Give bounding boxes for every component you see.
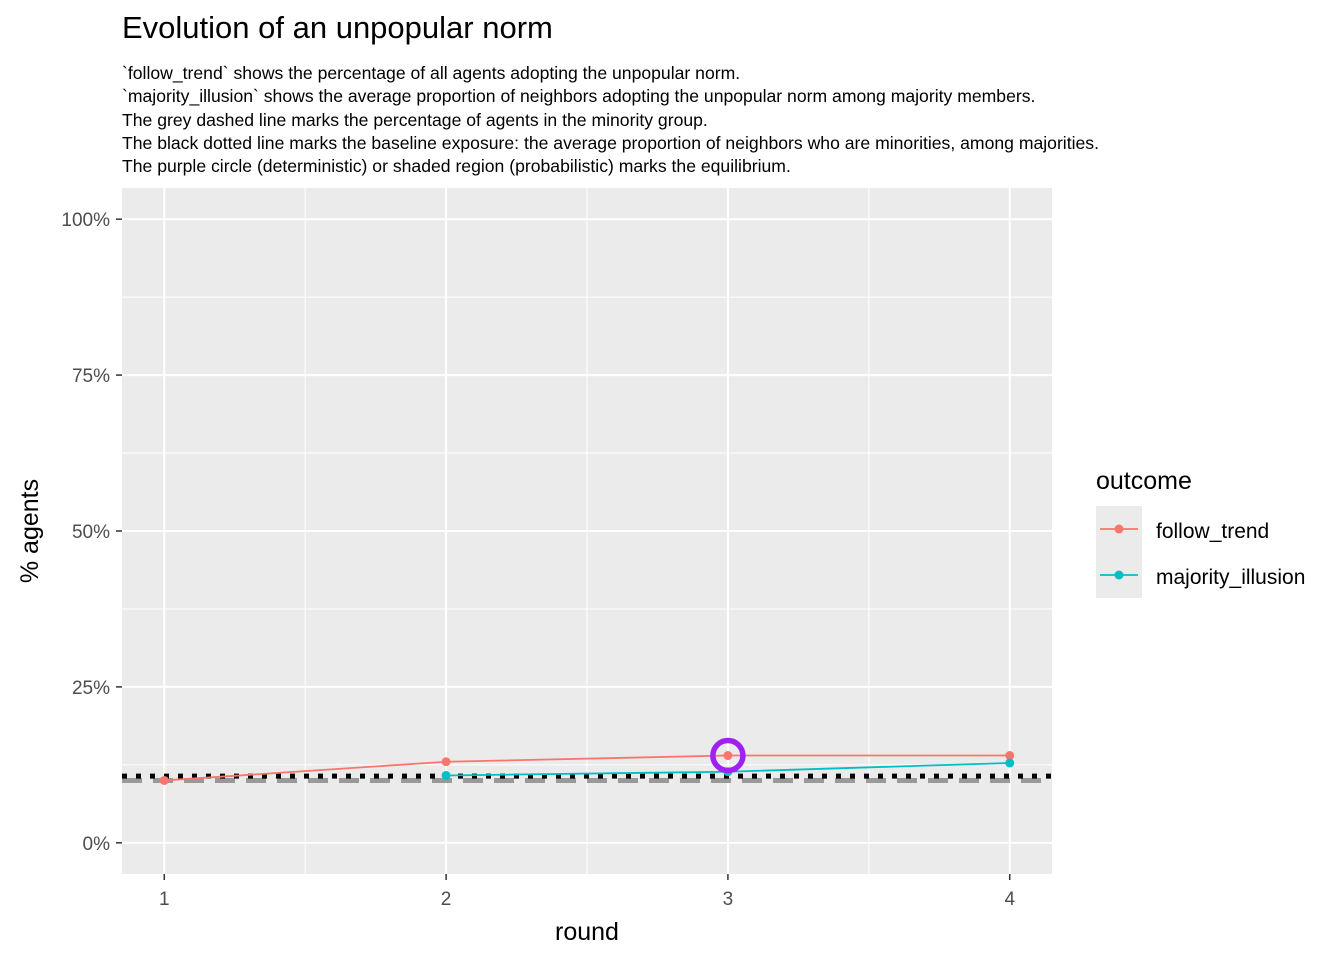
y-tick-label: 75% — [72, 366, 110, 387]
legend-key-point — [1114, 524, 1124, 534]
x-tick-label: 3 — [723, 889, 734, 910]
legend-label-follow-trend: follow_trend — [1156, 520, 1269, 543]
data-point-follow-trend — [159, 775, 169, 785]
data-point-majority-illusion — [441, 770, 451, 780]
equilibrium-layer — [710, 737, 746, 774]
x-tick-label: 4 — [1004, 889, 1015, 910]
chart-subtitle: `follow_trend` shows the percentage of a… — [122, 62, 1099, 178]
data-point-follow-trend — [441, 757, 451, 767]
subtitle-line: `follow_trend` shows the percentage of a… — [122, 63, 741, 83]
subtitle-line: The black dotted line marks the baseline… — [122, 132, 1099, 153]
y-tick-label: 50% — [72, 522, 110, 543]
legend-label-majority-illusion: majority_illusion — [1156, 566, 1305, 589]
legend-title: outcome — [1096, 467, 1192, 495]
subtitle-line: The grey dashed line marks the percentag… — [122, 109, 708, 130]
y-tick-label: 25% — [72, 678, 110, 699]
minor-gridlines — [122, 188, 1052, 874]
data-point-follow-trend — [1005, 751, 1015, 761]
y-axis-title: % agents — [16, 479, 44, 583]
y-tick-label: 100% — [61, 210, 110, 231]
subtitle-line: The purple circle (deterministic) or sha… — [122, 156, 791, 177]
series-line-follow-trend — [164, 754, 1010, 782]
data-point-majority-illusion — [1005, 758, 1015, 768]
x-tick-label: 1 — [159, 889, 170, 910]
data-point-follow-trend — [723, 751, 733, 761]
reference-lines — [122, 773, 1052, 783]
chart-title: Evolution of an unpopular norm — [122, 10, 553, 45]
y-axis: 0% 25% 50% 75% 100% — [61, 210, 122, 855]
x-tick-label: 2 — [441, 889, 452, 910]
legend-key-point — [1114, 570, 1124, 580]
subtitle-line: `majority_illusion` shows the average pr… — [122, 86, 1036, 107]
x-axis-title: round — [555, 918, 619, 946]
legend: outcome follow_trend majority_illusion — [1096, 467, 1305, 598]
equilibrium-circle — [710, 737, 746, 774]
x-axis: 1 2 3 4 — [159, 874, 1015, 910]
y-tick-label: 0% — [83, 834, 111, 855]
